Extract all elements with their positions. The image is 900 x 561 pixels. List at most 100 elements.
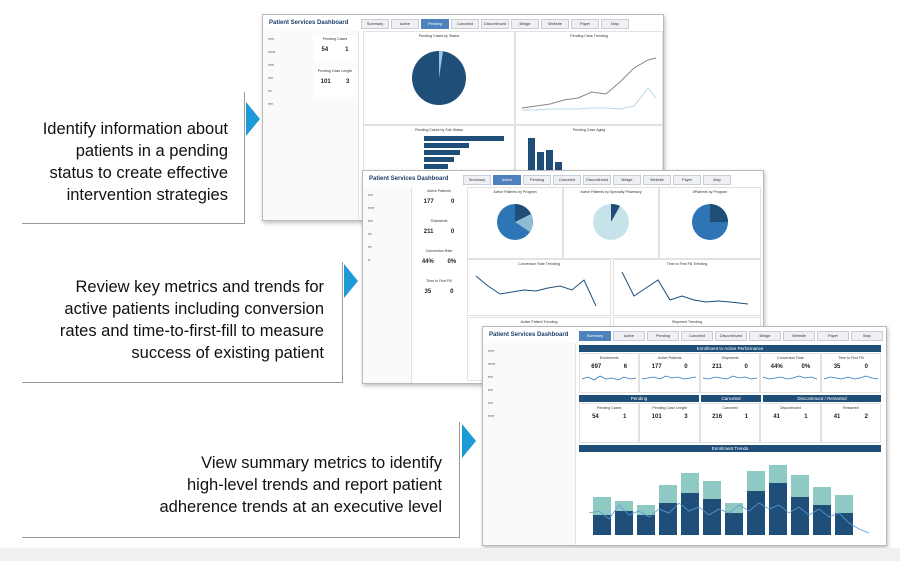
- callout-text-3: View summary metrics to identify high-lev…: [159, 454, 442, 516]
- filter-item[interactable]: ▪▪▪: [368, 245, 372, 249]
- filter-item[interactable]: ▪▪▪: [268, 89, 272, 93]
- conversion-trend-panel: Conversion Rate Trending: [467, 259, 611, 316]
- discontinued-section-header: Discontinued / Restarted: [763, 395, 881, 402]
- kpi-conversion-rate: Conversion Rate 44% 0%: [415, 249, 463, 275]
- metric-active-patients: Active Patients 177 0: [639, 353, 700, 393]
- metric-pending-cases: Pending Cases 54 1: [579, 403, 640, 443]
- bottom-metrics-row: Pending Cases 54 1 Pending Case Length 10…: [579, 403, 882, 443]
- tab-canceled[interactable]: Canceled: [681, 331, 713, 341]
- filter-item[interactable]: ▪▪▪▪: [488, 401, 493, 405]
- filter-item[interactable]: ▪▪▪▪: [488, 388, 493, 392]
- callout-arrow-1: [246, 102, 260, 136]
- callout-text-1: Identify information about patients in a …: [42, 120, 228, 204]
- tab-website[interactable]: Website: [783, 331, 815, 341]
- tab-bridge[interactable]: Bridge: [749, 331, 781, 341]
- kpi-pending-cases: Pending Cases 54 1: [313, 35, 357, 63]
- pending-section-header: Pending: [579, 395, 699, 402]
- callout-bracket-2: [22, 262, 343, 383]
- tab-website[interactable]: Website: [643, 175, 671, 185]
- sparkline: [823, 375, 878, 380]
- filter-item[interactable]: ▪▪▪▪▪▪: [488, 362, 496, 366]
- filter-sidebar: ▪▪▪▪▪ ▪▪▪▪▪▪ ▪▪▪▪ ▪▪▪▪ ▪▪▪▪ ▪▪▪▪▪: [483, 343, 576, 545]
- filter-item[interactable]: ▪▪▪▪▪: [368, 206, 375, 210]
- kpi-active-patients: Active Patients 177 0: [415, 189, 463, 215]
- callout-bracket-3: [22, 422, 460, 538]
- pending-status-pie-panel: Pending Cases by Status: [363, 31, 515, 125]
- metric-time-to-first-fill: Time to First Fill 35 0: [820, 353, 882, 393]
- filter-item[interactable]: ▪▪▪▪: [488, 375, 493, 379]
- tab-canceled[interactable]: Canceled: [553, 175, 581, 185]
- tab-discontinued[interactable]: Discontinued: [481, 19, 509, 29]
- filter-item[interactable]: ▪▪▪▪: [268, 76, 273, 80]
- filter-item[interactable]: ▪▪: [368, 258, 371, 262]
- filter-item[interactable]: ▪▪▪: [368, 232, 372, 236]
- tab-active[interactable]: Active: [613, 331, 645, 341]
- active-by-program-panel: Active Patients by Program: [467, 187, 563, 259]
- filter-sidebar: ▪▪▪▪ ▪▪▪▪▪ ▪▪▪▪ ▪▪▪ ▪▪▪ ▪▪: [363, 187, 412, 383]
- tab-bar: Summary Active Pending Canceled Disconti…: [361, 19, 629, 29]
- tab-website[interactable]: Website: [541, 19, 569, 29]
- kpi-time-to-first-fill: Time to First Fill 35 0: [415, 279, 463, 305]
- sparkline: [642, 375, 697, 380]
- tab-summary[interactable]: Summary: [463, 175, 491, 185]
- dashboard-title: Patient Services Dashboard: [269, 20, 349, 26]
- filter-item[interactable]: ▪▪▪▪▪▪: [268, 50, 276, 54]
- trend-bars: [593, 465, 853, 535]
- tab-map[interactable]: Map: [601, 19, 629, 29]
- metric-canceled: Canceled 216 1: [699, 403, 761, 443]
- metric-conversion-rate: Conversion Rate 44% 0%: [760, 353, 821, 393]
- filter-item[interactable]: ▪▪▪▪: [268, 102, 273, 106]
- tab-payer[interactable]: Payer: [571, 19, 599, 29]
- dashboard-title: Patient Services Dashboard: [369, 176, 449, 182]
- dashboard-screenshot-summary: Patient Services Dashboard Summary Activ…: [482, 326, 887, 546]
- trend-line: [588, 502, 870, 534]
- filter-item[interactable]: ▪▪▪▪▪: [268, 37, 275, 41]
- sparkline: [763, 375, 818, 380]
- tab-payer[interactable]: Payer: [673, 175, 701, 185]
- metric-discontinued: Discontinued 41 1: [760, 403, 821, 443]
- tab-summary[interactable]: Summary: [579, 331, 611, 341]
- tab-bridge[interactable]: Bridge: [511, 19, 539, 29]
- tab-pending[interactable]: Pending: [647, 331, 679, 341]
- active-by-pharmacy-panel: Active Patients by Specialty Pharmacy: [563, 187, 659, 259]
- metric-restarted: Restarted 41 2: [820, 403, 882, 443]
- tab-active[interactable]: Active: [391, 19, 419, 29]
- callout-text-2: Review key metrics and trends for active …: [59, 278, 324, 362]
- tab-bridge[interactable]: Bridge: [613, 175, 641, 185]
- tab-discontinued[interactable]: Discontinued: [583, 175, 611, 185]
- callout-arrow-2: [344, 264, 358, 298]
- metric-pending-case-length: Pending Case Length 101 3: [639, 403, 700, 443]
- pending-trend-panel: Pending Case Trending: [515, 31, 663, 125]
- top-metrics-row: Enrollments 697 6 Active Patients 177 0 Sh…: [579, 353, 882, 393]
- tab-discontinued[interactable]: Discontinued: [715, 331, 747, 341]
- conversion-trend-chart: [475, 275, 597, 307]
- tab-map[interactable]: Map: [703, 175, 731, 185]
- tab-pending[interactable]: Pending: [523, 175, 551, 185]
- filter-item[interactable]: ▪▪▪▪▪: [268, 63, 275, 67]
- tab-summary[interactable]: Summary: [361, 19, 389, 29]
- ttff-trend-chart: [621, 271, 749, 305]
- enrollment-trends-header: Enrollment Trends: [579, 445, 881, 452]
- bottom-fade: [0, 548, 900, 561]
- tab-canceled[interactable]: Canceled: [451, 19, 479, 29]
- ttff-trend-panel: Time to First Fill Trending: [613, 259, 761, 316]
- filter-item[interactable]: ▪▪▪▪▪: [488, 414, 495, 418]
- filter-item[interactable]: ▪▪▪▪: [368, 193, 373, 197]
- canceled-section-header: Canceled: [701, 395, 761, 402]
- tab-active[interactable]: Active: [493, 175, 521, 185]
- tab-payer[interactable]: Payer: [817, 331, 849, 341]
- sparkline: [702, 375, 757, 380]
- patients-by-program-pie: [692, 204, 728, 240]
- filter-item[interactable]: ▪▪▪▪▪: [488, 349, 495, 353]
- tab-bar: Summary Active Pending Canceled Disconti…: [463, 175, 731, 185]
- pending-status-pie: [412, 51, 466, 105]
- kpi-column: Active Patients 177 0 Shipments 211 0 Conv…: [415, 187, 463, 305]
- metric-enrollments: Enrollments 697 6: [579, 353, 640, 393]
- active-by-pharmacy-pie: [593, 203, 629, 240]
- filter-item[interactable]: ▪▪▪▪: [368, 219, 373, 223]
- callout-bracket-1: [22, 92, 245, 224]
- tab-map[interactable]: Map: [851, 331, 883, 341]
- kpi-shipments: Shipments 211 0: [415, 219, 463, 245]
- metric-shipments: Shipments 211 0: [699, 353, 761, 393]
- tab-pending[interactable]: Pending: [421, 19, 449, 29]
